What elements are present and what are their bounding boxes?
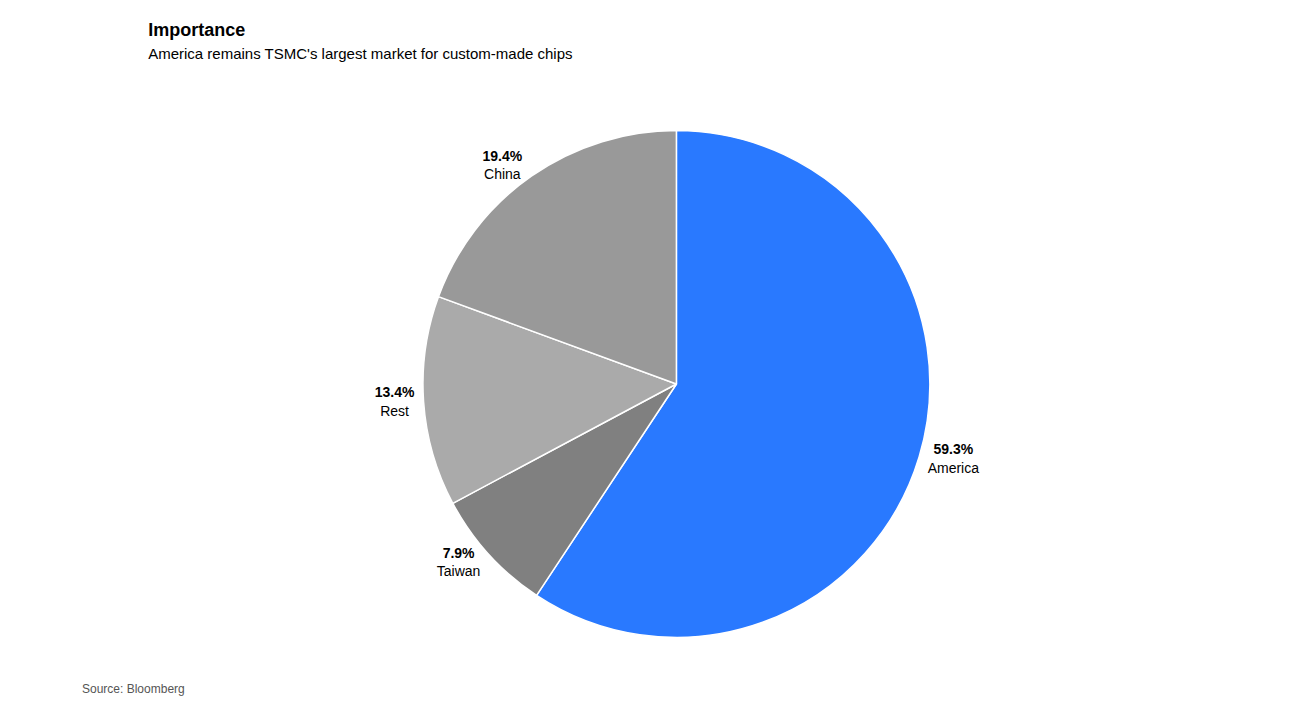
svg-text:13.4%Rest: 13.4%Rest (375, 384, 415, 418)
svg-text:19.4%China: 19.4%China (483, 148, 523, 182)
svg-text:ImportanceAmerica remains TSMC: ImportanceAmerica remains TSMC's largest… (148, 20, 572, 62)
svg-text:7.9%Taiwan: 7.9%Taiwan (437, 545, 481, 579)
svg-text:Source: Bloomberg: Source: Bloomberg (82, 682, 185, 696)
svg-text:59.3%America: 59.3%America (928, 441, 980, 475)
